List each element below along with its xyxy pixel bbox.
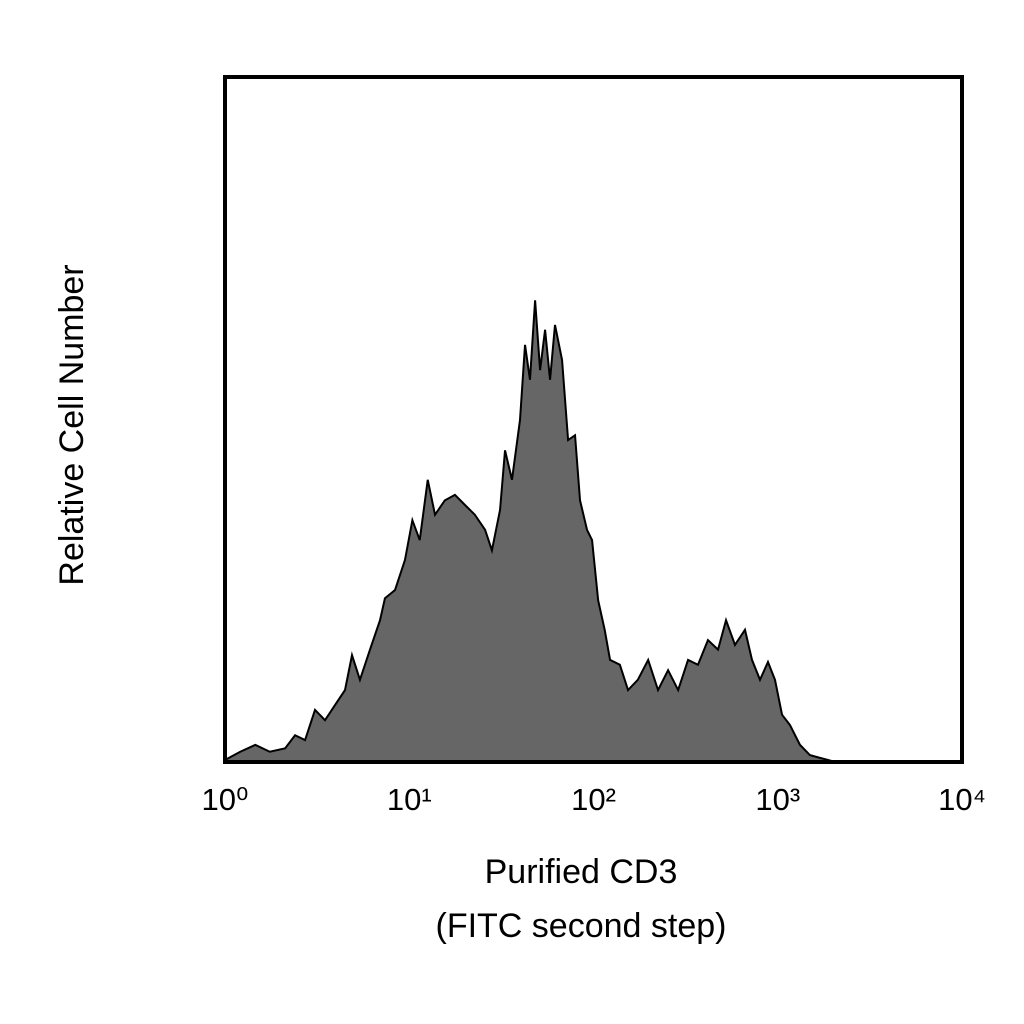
x-axis-label: (FITC second step) — [436, 907, 727, 945]
x-tick-label: 10¹ — [387, 782, 432, 817]
x-tick-label: 10³ — [755, 782, 800, 817]
x-axis-label: Purified CD3 — [485, 853, 678, 891]
x-tick-label: 10² — [571, 782, 616, 817]
histogram-area — [224, 300, 836, 763]
x-tick-label: 10⁰ — [202, 782, 249, 817]
y-axis-label: Relative Cell Number — [53, 264, 91, 585]
x-tick-label: 10⁴ — [938, 782, 986, 817]
